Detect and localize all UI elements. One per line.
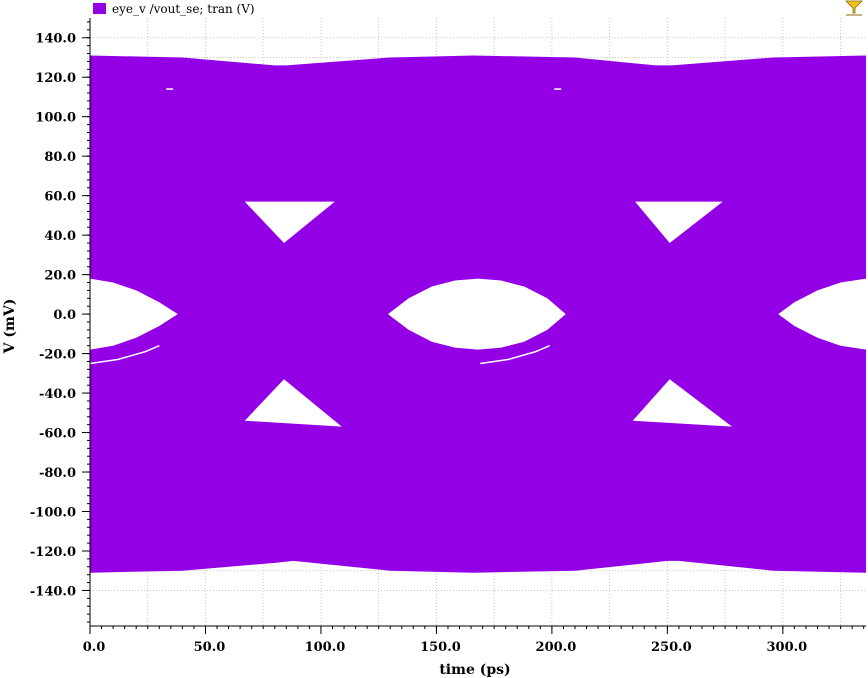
eye-opening (778, 278, 866, 350)
y-tick-label: -100.0 (30, 506, 76, 521)
x-axis-title: time (ps) (439, 662, 510, 678)
x-tick-label: 250.0 (651, 640, 692, 655)
y-axis-title: V (mV) (2, 299, 18, 355)
y-tick-label: 20.0 (44, 269, 76, 284)
y-tick-label: 140.0 (35, 32, 76, 47)
eye-opening (90, 278, 178, 350)
y-tick-label: -140.0 (30, 584, 76, 599)
y-tick-label: 60.0 (44, 190, 76, 205)
axes: 140.0 120.0 100.0 80.0 60.0 40.0 20.0 0.0 -20.0 -… (30, 18, 866, 655)
eye-opening (632, 379, 733, 427)
y-tick-label: 120.0 (35, 71, 76, 86)
y-tick-label: 0.0 (53, 308, 76, 323)
trace-gap (89, 344, 160, 365)
y-tick-label: -20.0 (39, 348, 76, 363)
eye-opening (244, 379, 342, 427)
eye-opening (244, 201, 335, 244)
y-tick-label: 100.0 (35, 111, 76, 126)
x-tick-label: 100.0 (305, 640, 346, 655)
x-tick-label: 300.0 (766, 640, 807, 655)
y-tick-label: 80.0 (44, 150, 76, 165)
x-tick-label: 150.0 (420, 640, 461, 655)
y-tick-label: 40.0 (44, 229, 76, 244)
x-tick-label: 200.0 (536, 640, 577, 655)
legend-swatch (93, 3, 106, 14)
trace-gap (480, 344, 550, 365)
plot-area (89, 55, 866, 573)
funnel-icon[interactable] (845, 0, 863, 16)
legend: eye_v /vout_se; tran (V) (93, 2, 255, 16)
eye-opening (635, 201, 723, 244)
y-tick-label: -60.0 (39, 427, 76, 442)
eye-opening (387, 278, 566, 350)
y-tick-label: -80.0 (39, 466, 76, 481)
y-tick-label: -40.0 (39, 387, 76, 402)
x-tick-label: 50.0 (194, 640, 226, 655)
x-tick-label: 0.0 (83, 640, 106, 655)
y-tick-label: -120.0 (30, 545, 76, 560)
legend-entry-label: eye_v /vout_se; tran (V) (112, 2, 255, 16)
